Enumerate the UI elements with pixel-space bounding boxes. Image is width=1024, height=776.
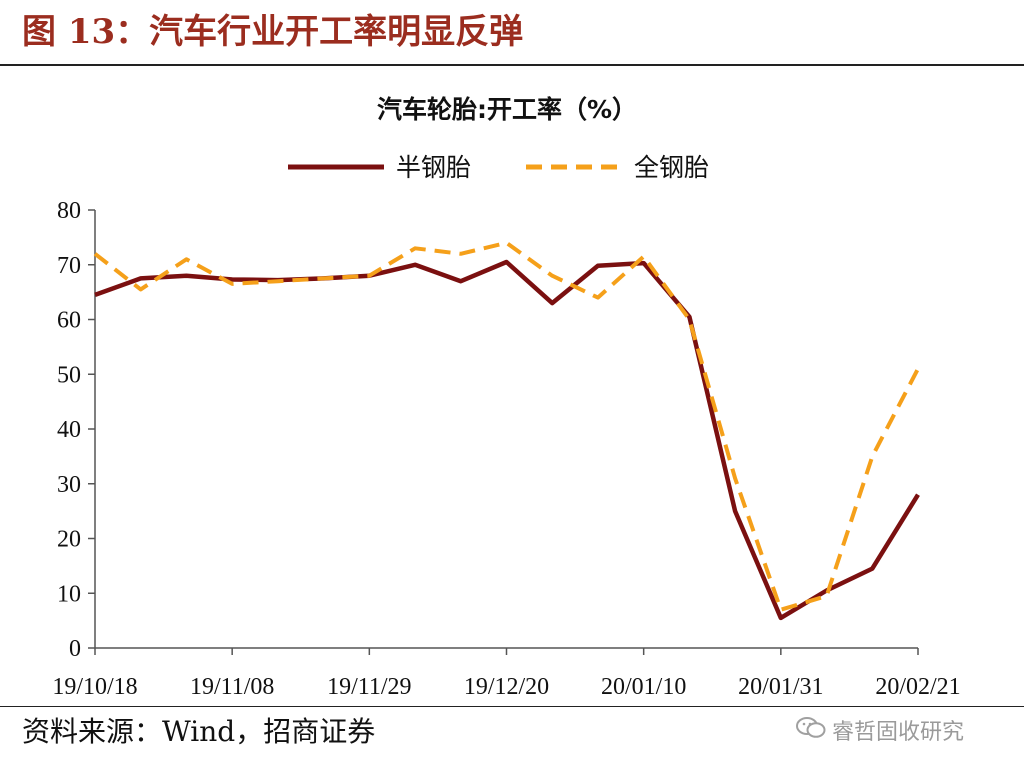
x-tick-label: 20/01/10: [601, 674, 686, 700]
x-tick-label: 19/11/29: [327, 674, 411, 700]
series-line-all-steel: [93, 240, 920, 612]
y-tick-label: 20: [57, 527, 81, 553]
legend: 半钢胎 全钢胎: [288, 153, 709, 182]
y-tick-label: 70: [57, 253, 81, 279]
y-tick-label: 40: [57, 417, 81, 443]
source-note: 资料来源：Wind，招商证券: [22, 715, 376, 748]
y-tick-label: 60: [57, 308, 81, 334]
watermark-text: 睿哲固收研究: [832, 720, 965, 745]
y-tick-label: 30: [57, 472, 81, 498]
x-tick-label: 19/11/08: [190, 674, 274, 700]
y-tick-label: 0: [69, 636, 81, 662]
x-tick-label: 20/01/31: [738, 674, 823, 700]
line-chart: 汽车轮胎:开工率（%） 半钢胎 全钢胎 0 10 20 30 40 50 60 70 80 19/…: [52, 95, 960, 700]
series-layer: [93, 240, 920, 621]
chart-title: 汽车轮胎:开工率（%）: [377, 95, 637, 124]
watermark: 睿哲固收研究: [796, 716, 964, 748]
wechat-icon: [796, 716, 826, 750]
series-line-semi-steel: [94, 259, 920, 621]
x-tick-label: 19/12/20: [464, 674, 549, 700]
bottom-divider: [0, 706, 1024, 707]
x-tick-label: 20/02/21: [875, 674, 960, 700]
legend-label-full: 全钢胎: [634, 153, 709, 182]
legend-label-semi: 半钢胎: [396, 153, 471, 182]
y-tick-label: 10: [57, 581, 81, 607]
y-tick-label: 80: [57, 198, 81, 224]
figure-title: 图 13：汽车行业开工率明显反弹: [22, 12, 524, 52]
y-tick-label: 50: [57, 362, 81, 388]
x-tick-label: 19/10/18: [52, 674, 137, 700]
axes: 0 10 20 30 40 50 60 70 80 19/10/18 19/11/08 19/11/2…: [52, 198, 960, 700]
top-divider: [0, 64, 1024, 66]
